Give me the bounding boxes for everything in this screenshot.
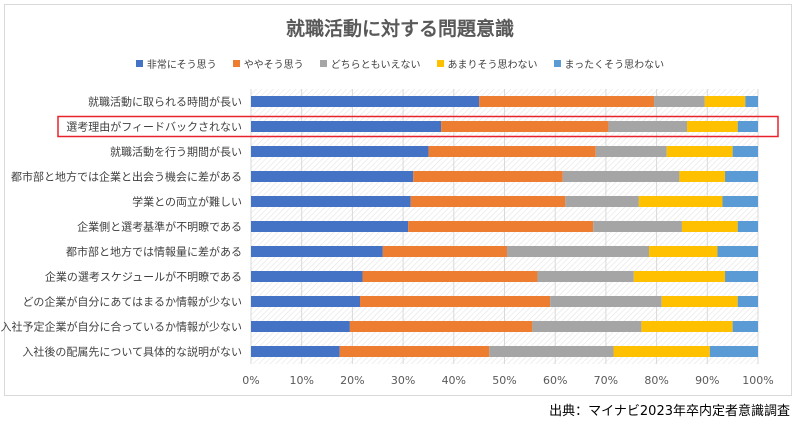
x-tick-label: 100%	[742, 374, 773, 387]
bar-segment-s2-c6	[507, 246, 649, 257]
bar-segment-s3-c6	[648, 246, 718, 257]
bar-segment-s2-c7	[537, 271, 634, 282]
bar-segment-s1-c0	[479, 96, 655, 107]
category-label: 選考理由がフィードバックされない	[66, 120, 242, 134]
legend-item: あまりそう思わない	[436, 56, 538, 71]
category-label: どの企業が自分にあてはまるか情報が少ない	[22, 295, 242, 309]
bar-segment-s1-c4	[410, 196, 566, 207]
category-label: 企業側と選考基準が不明瞭である	[77, 220, 242, 234]
bar-segment-s4-c2	[732, 146, 758, 157]
bar-segment-s2-c1	[608, 121, 688, 132]
bar-segment-s1-c2	[428, 146, 596, 157]
category-label: 都市部と地方では企業と出会う機会に差がある	[11, 170, 242, 184]
bar-segment-s4-c10	[709, 346, 758, 357]
legend-swatch	[319, 60, 327, 67]
category-label: 就職活動を行う期間が長い	[110, 145, 242, 159]
bar-segment-s2-c4	[565, 196, 639, 207]
bar-segment-s0-c3	[251, 171, 414, 182]
legend-item: どちらともいえない	[319, 56, 421, 71]
bar-segment-s2-c0	[654, 96, 705, 107]
bar-segment-s0-c10	[251, 346, 340, 357]
bar-segment-s4-c8	[737, 296, 758, 307]
bar-segment-s4-c7	[725, 271, 758, 282]
bar-segment-s2-c10	[489, 346, 614, 357]
bar-segment-s3-c2	[666, 146, 733, 157]
x-tick-label: 50%	[492, 374, 516, 387]
bar-segment-s3-c7	[633, 271, 726, 282]
bar-segment-s2-c8	[550, 296, 662, 307]
x-tick-label: 30%	[391, 374, 415, 387]
bar-segment-s0-c5	[251, 221, 409, 232]
bar-segment-s0-c6	[251, 246, 383, 257]
bar-segment-s3-c9	[641, 321, 733, 332]
legend-item: ややそう思う	[232, 56, 304, 71]
bar-segment-s4-c1	[737, 121, 758, 132]
bar-segment-s2-c2	[595, 146, 667, 157]
x-tick-label: 70%	[594, 374, 618, 387]
bar-segment-s0-c4	[251, 196, 411, 207]
legend-label: あまりそう思わない	[447, 60, 538, 71]
bar-segment-s1-c7	[362, 271, 538, 282]
bar-segment-s4-c3	[725, 171, 758, 182]
bar-segment-s0-c1	[251, 121, 442, 132]
bar-segment-s3-c5	[681, 221, 738, 232]
chart-legend: 非常にそう思う ややそう思う どちらともいえない あまりそう思わない まったくそう思わな…	[0, 56, 800, 71]
bar-segment-s4-c5	[737, 221, 758, 232]
legend-item: 非常にそう思う	[135, 56, 217, 71]
x-tick-label: 20%	[340, 374, 364, 387]
x-tick-label: 90%	[695, 374, 719, 387]
legend-label: どちらともいえない	[330, 60, 421, 71]
bar-segment-s1-c5	[408, 221, 594, 232]
bar-segment-s0-c0	[251, 96, 480, 107]
bar-segment-s0-c8	[251, 296, 361, 307]
bar-segment-s1-c6	[382, 246, 508, 257]
bar-segment-s2-c3	[562, 171, 680, 182]
bar-segment-s1-c3	[413, 171, 563, 182]
category-label: 入社後の配属先について具体的な説明がない	[22, 345, 242, 359]
legend-swatch	[553, 60, 561, 67]
source-note: 出典：マイナビ2023年卒内定者意識調査	[549, 404, 790, 419]
bar-segment-s3-c0	[704, 96, 746, 107]
bar-segment-s3-c4	[638, 196, 723, 207]
category-label: 都市部と地方では情報量に差がある	[66, 245, 242, 259]
bar-segment-s4-c6	[717, 246, 758, 257]
category-label: 入社予定企業が自分に合っているか情報が少ない	[1, 320, 242, 334]
legend-item: まったくそう思わない	[553, 56, 665, 71]
legend-swatch	[232, 60, 240, 67]
legend-label: ややそう思う	[243, 60, 304, 71]
bar-segment-s3-c8	[661, 296, 738, 307]
category-label: 学業との両立が難しい	[132, 195, 242, 209]
chart-title: 就職活動に対する問題意識	[285, 18, 514, 40]
bar-segment-s1-c9	[349, 321, 533, 332]
x-tick-label: 0%	[242, 374, 259, 387]
bar-segment-s3-c3	[679, 171, 726, 182]
bar-segment-s2-c9	[532, 321, 642, 332]
legend-label: 非常にそう思う	[146, 60, 217, 71]
chart-frame	[4, 4, 792, 396]
bar-segment-s1-c10	[339, 346, 490, 357]
highlight-box	[57, 115, 779, 138]
bar-segment-s4-c9	[732, 321, 758, 332]
bar-segment-s3-c1	[687, 121, 738, 132]
bar-segment-s2-c5	[593, 221, 682, 232]
legend-swatch	[436, 60, 444, 67]
bar-segment-s1-c1	[441, 121, 609, 132]
bar-segment-s1-c8	[360, 296, 551, 307]
bar-segment-s3-c10	[613, 346, 710, 357]
bar-segment-s0-c2	[251, 146, 429, 157]
legend-label: まったくそう思わない	[564, 60, 665, 71]
bar-segment-s0-c9	[251, 321, 350, 332]
bar-segment-s0-c7	[251, 271, 363, 282]
x-tick-label: 60%	[543, 374, 567, 387]
bar-segment-s4-c4	[722, 196, 758, 207]
bar-segment-s4-c0	[745, 96, 758, 107]
x-tick-label: 40%	[442, 374, 466, 387]
x-tick-label: 10%	[289, 374, 313, 387]
category-label: 企業の選考スケジュールが不明瞭である	[45, 270, 242, 284]
x-tick-label: 80%	[644, 374, 668, 387]
legend-swatch	[135, 60, 143, 67]
category-label: 就職活動に取られる時間が長い	[88, 95, 242, 109]
